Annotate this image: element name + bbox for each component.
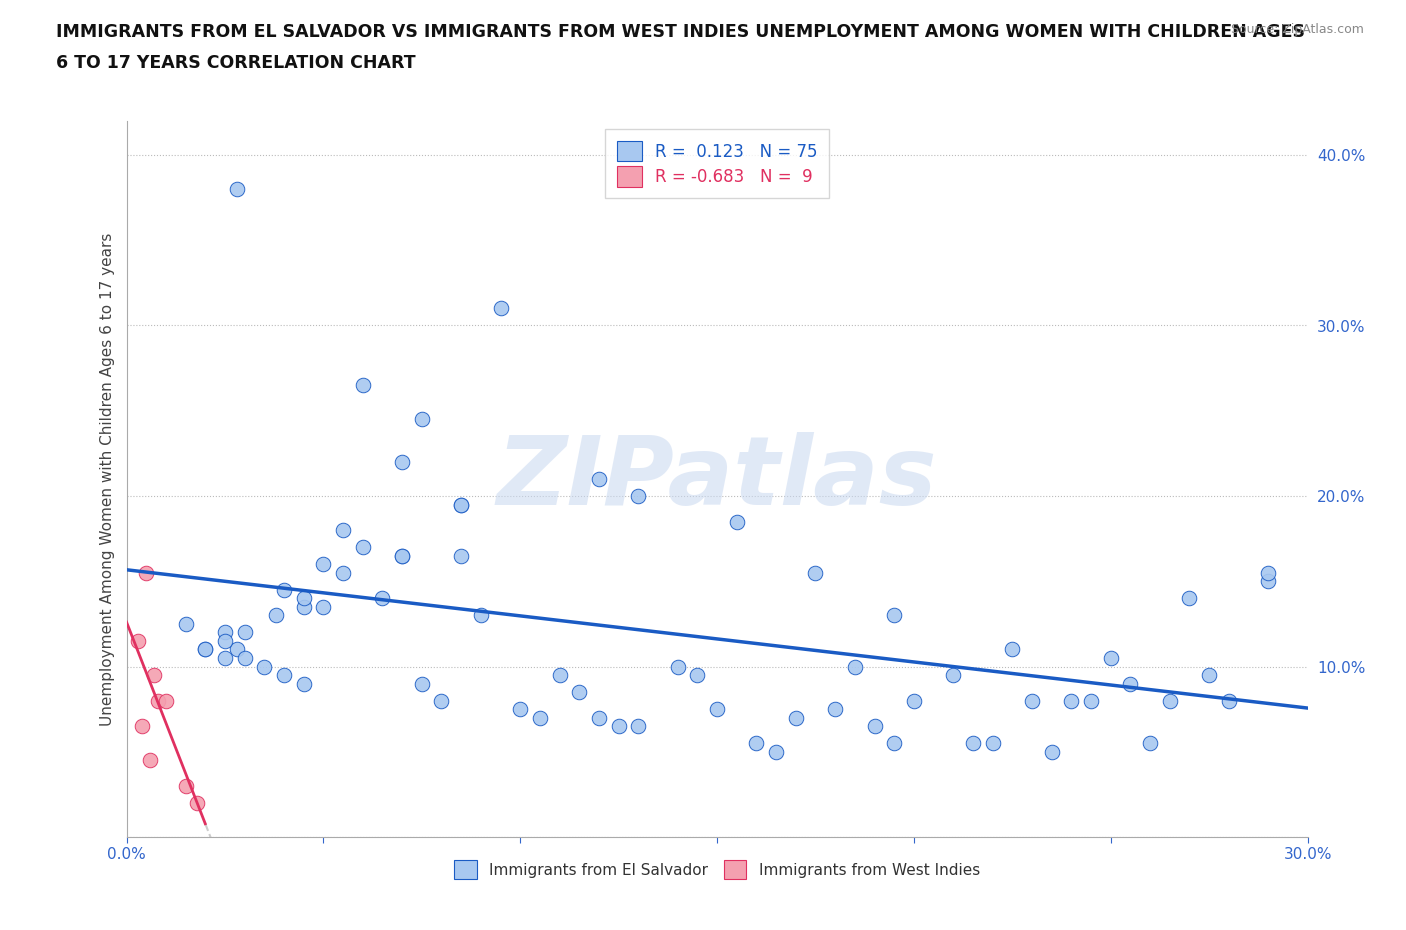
Point	[139, 753, 162, 768]
Point	[1257, 574, 1279, 589]
Point	[292, 591, 315, 605]
Point	[844, 659, 866, 674]
Point	[143, 668, 166, 683]
Point	[607, 719, 630, 734]
Point	[292, 676, 315, 691]
Point	[127, 633, 149, 648]
Point	[371, 591, 394, 605]
Point	[470, 608, 492, 623]
Point	[391, 549, 413, 564]
Point	[1159, 693, 1181, 708]
Point	[962, 736, 984, 751]
Point	[194, 642, 217, 657]
Point	[135, 565, 157, 580]
Point	[725, 514, 748, 529]
Point	[253, 659, 276, 674]
Point	[804, 565, 827, 580]
Point	[981, 736, 1004, 751]
Point	[450, 497, 472, 512]
Text: Source: ZipAtlas.com: Source: ZipAtlas.com	[1230, 23, 1364, 36]
Text: IMMIGRANTS FROM EL SALVADOR VS IMMIGRANTS FROM WEST INDIES UNEMPLOYMENT AMONG WO: IMMIGRANTS FROM EL SALVADOR VS IMMIGRANT…	[56, 23, 1305, 41]
Point	[352, 539, 374, 554]
Point	[1218, 693, 1240, 708]
Point	[352, 378, 374, 392]
Point	[233, 625, 256, 640]
Point	[627, 488, 650, 503]
Point	[509, 702, 531, 717]
Point	[155, 693, 177, 708]
Point	[883, 736, 905, 751]
Point	[568, 684, 591, 699]
Point	[903, 693, 925, 708]
Point	[264, 608, 287, 623]
Point	[548, 668, 571, 683]
Point	[292, 600, 315, 615]
Point	[1099, 651, 1122, 666]
Point	[391, 549, 413, 564]
Point	[1080, 693, 1102, 708]
Point	[1119, 676, 1142, 691]
Point	[332, 523, 354, 538]
Text: 6 TO 17 YEARS CORRELATION CHART: 6 TO 17 YEARS CORRELATION CHART	[56, 54, 416, 72]
Point	[450, 549, 472, 564]
Point	[411, 676, 433, 691]
Point	[186, 795, 208, 810]
Point	[131, 719, 153, 734]
Point	[883, 608, 905, 623]
Point	[430, 693, 453, 708]
Point	[273, 582, 295, 597]
Point	[174, 617, 197, 631]
Legend: Immigrants from El Salvador, Immigrants from West Indies: Immigrants from El Salvador, Immigrants …	[447, 853, 987, 886]
Point	[1040, 744, 1063, 759]
Point	[146, 693, 169, 708]
Point	[1060, 693, 1083, 708]
Point	[588, 472, 610, 486]
Point	[745, 736, 768, 751]
Point	[666, 659, 689, 674]
Point	[312, 600, 335, 615]
Point	[686, 668, 709, 683]
Point	[214, 651, 236, 666]
Point	[214, 633, 236, 648]
Point	[588, 711, 610, 725]
Point	[1001, 642, 1024, 657]
Point	[1198, 668, 1220, 683]
Point	[225, 181, 247, 196]
Point	[1021, 693, 1043, 708]
Point	[824, 702, 846, 717]
Point	[225, 642, 247, 657]
Point	[194, 642, 217, 657]
Point	[174, 778, 197, 793]
Point	[450, 497, 472, 512]
Point	[765, 744, 787, 759]
Point	[332, 565, 354, 580]
Text: ZIPatlas: ZIPatlas	[496, 432, 938, 525]
Point	[489, 301, 512, 316]
Point	[1178, 591, 1201, 605]
Point	[942, 668, 965, 683]
Point	[1257, 565, 1279, 580]
Point	[529, 711, 551, 725]
Point	[391, 455, 413, 470]
Point	[273, 668, 295, 683]
Point	[1139, 736, 1161, 751]
Point	[214, 625, 236, 640]
Point	[312, 557, 335, 572]
Point	[785, 711, 807, 725]
Point	[233, 651, 256, 666]
Point	[863, 719, 886, 734]
Point	[627, 719, 650, 734]
Point	[706, 702, 728, 717]
Y-axis label: Unemployment Among Women with Children Ages 6 to 17 years: Unemployment Among Women with Children A…	[100, 232, 115, 725]
Point	[411, 412, 433, 427]
